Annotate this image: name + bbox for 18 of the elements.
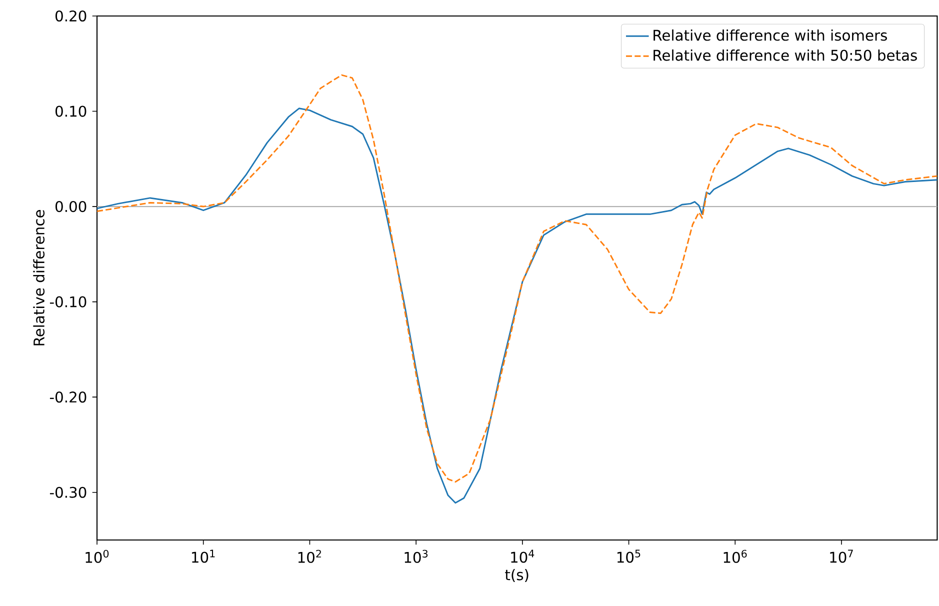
y-tick-label: -0.20 — [50, 392, 86, 403]
legend-label: Relative difference with isomers — [654, 29, 887, 41]
x-tick-label: 10$^{2}$ — [298, 550, 321, 563]
y-tick-label: -0.10 — [50, 296, 86, 308]
y-tick-label: 0.00 — [56, 201, 86, 212]
y-tick-label: 0.20 — [56, 10, 86, 22]
x-axis-title: t(s) — [505, 568, 528, 582]
legend-label: Relative difference with 50:50 betas — [654, 49, 917, 61]
x-tick-label: 10$^{0}$ — [86, 550, 109, 563]
x-tick-label: 10$^{1}$ — [192, 550, 215, 563]
x-tick-label: 10$^{3}$ — [404, 550, 428, 563]
x-tick-label: 10$^{7}$ — [830, 550, 853, 563]
x-tick-label: 10$^{5}$ — [617, 550, 640, 563]
x-tick-label: 10$^{6}$ — [724, 550, 747, 563]
x-tick-label: 10$^{4}$ — [511, 550, 534, 563]
y-tick-label: 0.10 — [56, 106, 86, 117]
y-tick-label: -0.30 — [50, 486, 86, 498]
y-axis-title: Relative difference — [33, 210, 45, 346]
